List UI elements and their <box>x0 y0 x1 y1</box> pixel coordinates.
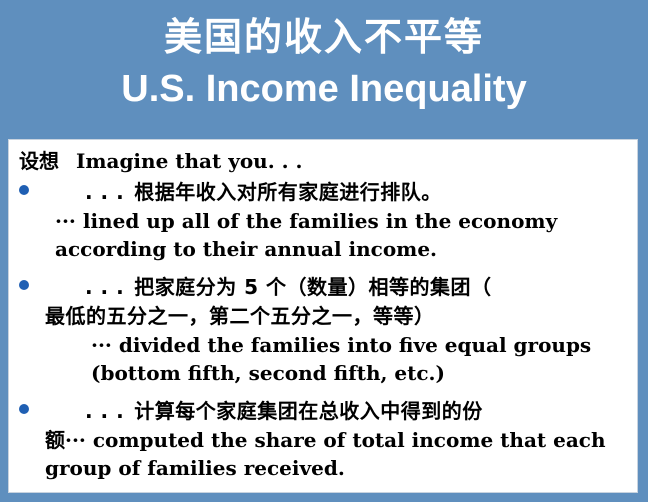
corner-mark <box>636 498 640 502</box>
item-3-english: computed the share of total income that … <box>45 428 606 480</box>
item-2-english: divided the families into five equal gro… <box>91 333 592 385</box>
intro-english: Imagine that you. . . <box>75 149 303 173</box>
bullet-item-3: . . . 计算每个家庭集团在总收入中得到的份 额··· computed the… <box>19 397 627 482</box>
title-english: U.S. Income Inequality <box>121 68 527 110</box>
item-3-english-line: 额··· computed the share of total income … <box>45 426 627 482</box>
item-3-dots: . . . <box>85 399 125 423</box>
intro-line: 设想 Imagine that you. . . <box>19 146 627 176</box>
intro-chinese: 设想 <box>19 149 59 173</box>
item-2-chinese-line-2: 最低的五分之一，第二个五分之一，等等） <box>45 304 435 328</box>
item-1-ellipsis: ··· <box>55 209 76 233</box>
bullet-dot-icon <box>19 185 29 195</box>
item-1-dots: . . . <box>85 180 125 204</box>
item-1-chinese: 根据年收入对所有家庭进行排队。 <box>134 180 442 204</box>
item-3-ellipsis: ··· <box>65 428 86 452</box>
content-box: 设想 Imagine that you. . . . . . 根据年收入对所有家庭… <box>8 139 638 493</box>
bullet-item-2: . . . 把家庭分为 5 个（数量）相等的集团（ 最低的五分之一，第二个五分之一… <box>19 273 627 387</box>
item-3-chinese-2: 额 <box>45 428 65 452</box>
item-2-ellipsis: ··· <box>91 333 112 357</box>
bullet-item-1: . . . 根据年收入对所有家庭进行排队。 ··· lined up all of… <box>19 178 627 263</box>
title-chinese: 美国的收入不平等 <box>163 15 484 59</box>
item-3-chinese-line: . . . 计算每个家庭集团在总收入中得到的份 <box>45 397 627 426</box>
item-2-chinese-line: . . . 把家庭分为 5 个（数量）相等的集团（ <box>45 273 627 302</box>
item-3-chinese-1: 计算每个家庭集团在总收入中得到的份 <box>134 399 483 423</box>
item-2-chinese-1: 把家庭分为 5 个（数量）相等的集团（ <box>134 275 492 299</box>
item-1-english: lined up all of the families in the econ… <box>55 209 558 261</box>
bullet-dot-icon <box>19 404 29 414</box>
bullet-dot-icon <box>19 280 29 290</box>
item-1-chinese-line: . . . 根据年收入对所有家庭进行排队。 <box>45 178 627 207</box>
slide-title: 美国的收入不平等 U.S. Income Inequality <box>0 0 648 128</box>
item-2-english-line: ··· divided the families into five equal… <box>45 331 627 387</box>
item-1-english-line: ··· lined up all of the families in the … <box>45 207 627 263</box>
item-2-dots: . . . <box>85 275 125 299</box>
